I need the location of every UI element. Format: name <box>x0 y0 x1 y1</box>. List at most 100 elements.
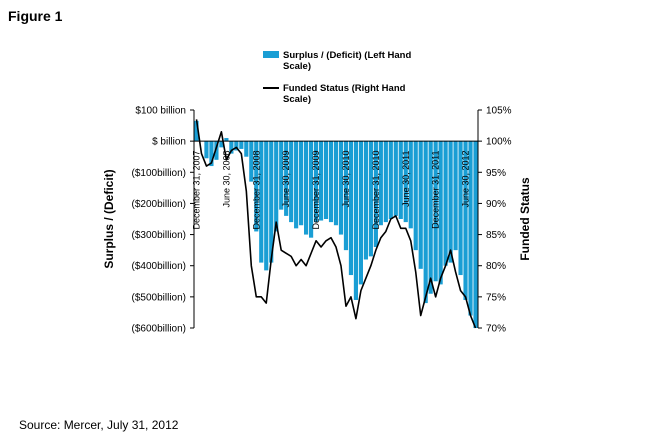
left-axis-ticks: $100 billion $ billion ($100billion) ($200b… <box>132 106 194 335</box>
bar <box>373 141 378 248</box>
right-tick-label: 70% <box>486 324 506 335</box>
left-tick-label: ($500billion) <box>132 292 186 303</box>
bar <box>468 141 473 316</box>
bar <box>309 141 314 238</box>
bar <box>304 141 309 235</box>
legend: Surplus / (Deficit) (Left Hand Scale) Fu… <box>263 50 414 105</box>
bar <box>264 141 269 271</box>
bar <box>204 141 209 159</box>
bar <box>279 141 284 210</box>
bar <box>269 141 274 263</box>
bar <box>378 141 383 226</box>
left-tick-label: ($300billion) <box>132 230 186 241</box>
bar <box>249 141 254 182</box>
bar <box>234 141 239 151</box>
bar <box>438 141 443 285</box>
left-tick-label: $100 billion <box>135 106 186 117</box>
bar <box>299 141 304 226</box>
bar <box>358 141 363 285</box>
left-tick-label: $ billion <box>152 137 186 148</box>
bar <box>443 141 448 266</box>
bar <box>259 141 264 263</box>
legend-label-funded: Funded Status (Right Hand Scale) <box>283 83 408 105</box>
legend-label-surplus: Surplus / (Deficit) (Left Hand Scale) <box>283 50 414 72</box>
right-tick-label: 100% <box>486 137 512 148</box>
bar <box>368 141 373 257</box>
left-tick-label: ($100billion) <box>132 168 186 179</box>
surplus-bars <box>194 120 478 328</box>
bar <box>333 141 339 226</box>
legend-label-surplus-line-1: Surplus / (Deficit) (Left Hand <box>283 50 411 61</box>
x-date-label: June 30, 2010 <box>341 150 351 207</box>
bar <box>448 141 453 263</box>
x-date-label: June 30, 2012 <box>461 150 471 207</box>
bar <box>408 141 413 229</box>
bar <box>214 141 219 160</box>
bar <box>398 141 403 219</box>
right-tick-label: 105% <box>486 106 512 117</box>
bar <box>224 138 229 142</box>
bar <box>418 141 423 269</box>
x-axis-labels: December 31, 2007 June 30, 2008 December 3… <box>191 150 470 229</box>
bar <box>388 141 393 219</box>
bar <box>274 141 279 232</box>
legend-label-funded-line-1: Funded Status (Right Hand <box>283 83 406 94</box>
right-axis-title: Funded Status <box>518 177 532 261</box>
source-note: Source: Mercer, July 31, 2012 <box>19 418 179 432</box>
legend-label-surplus-line-2: Scale) <box>283 61 311 72</box>
x-date-label: June 30, 2009 <box>281 150 291 207</box>
funded-status-line <box>195 119 477 329</box>
x-date-label: June 30, 2011 <box>401 150 411 206</box>
bar <box>463 141 468 300</box>
legend-label-funded-line-2: Scale) <box>283 94 311 105</box>
left-tick-label: ($200billion) <box>132 199 186 210</box>
bar <box>313 141 319 223</box>
bar <box>433 141 438 282</box>
bar <box>423 141 428 304</box>
right-tick-label: 90% <box>486 199 506 210</box>
bar <box>194 120 199 142</box>
bar <box>363 141 368 260</box>
bar <box>209 141 214 167</box>
x-date-label: December 31, 2007 <box>191 150 201 229</box>
bar <box>229 141 234 154</box>
bar <box>348 141 354 276</box>
bar <box>254 141 259 232</box>
left-axis-title: Surplus / (Deficit) <box>102 169 116 268</box>
bar <box>473 141 478 328</box>
x-date-label: December 31, 2010 <box>371 150 381 229</box>
bar <box>244 141 249 157</box>
bar <box>239 141 244 149</box>
bar <box>323 141 329 219</box>
figure-title: Figure 1 <box>8 8 63 24</box>
bar <box>403 141 408 223</box>
x-date-label: June 30, 2008 <box>221 150 231 207</box>
right-axis-ticks: 105% 100% 95% 90% 85% 80% 75% 70% <box>478 106 512 335</box>
x-date-label: December 31, 2008 <box>251 150 261 229</box>
bar <box>338 141 344 235</box>
bar <box>318 141 324 221</box>
right-tick-label: 85% <box>486 230 506 241</box>
bar <box>353 141 359 300</box>
bar <box>453 141 458 251</box>
bar <box>289 141 294 223</box>
bar <box>343 141 349 251</box>
x-date-label: December 31, 2009 <box>311 150 321 229</box>
bar <box>294 141 299 229</box>
bar <box>428 141 433 294</box>
bar <box>219 141 224 148</box>
bar <box>328 141 334 223</box>
right-tick-label: 80% <box>486 261 506 272</box>
right-tick-label: 75% <box>486 292 506 303</box>
x-date-label: December 31, 2011 <box>431 150 441 228</box>
bar <box>458 141 463 276</box>
legend-swatch-surplus <box>263 51 279 58</box>
bar <box>383 141 388 223</box>
bar <box>284 141 289 216</box>
bar <box>393 141 398 216</box>
left-tick-label: ($400billion) <box>132 261 186 272</box>
left-tick-label: ($600billion) <box>132 324 186 335</box>
right-tick-label: 95% <box>486 168 506 179</box>
bar <box>413 141 418 251</box>
